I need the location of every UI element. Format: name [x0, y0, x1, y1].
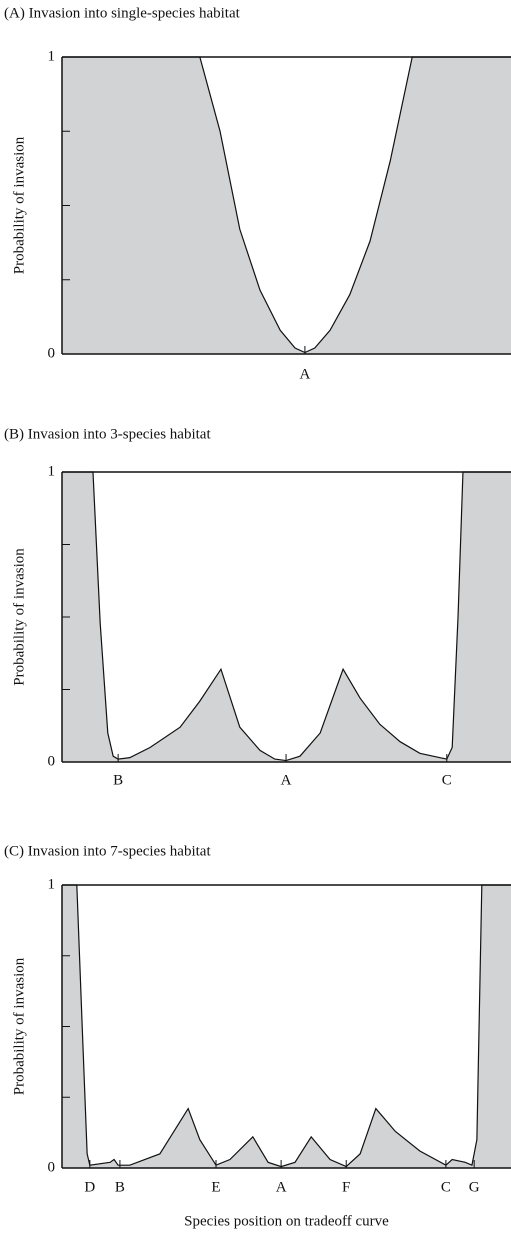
x-tick-label: B: [113, 772, 123, 788]
curve: [62, 884, 511, 1168]
area: [62, 472, 511, 762]
chart-title: (A) Invasion into single-species habitat: [4, 5, 241, 21]
x-tick-label: A: [281, 772, 292, 788]
x-tick-label: F: [342, 1179, 350, 1195]
chart-title: (B) Invasion into 3-species habitat: [4, 426, 211, 442]
x-axis-label: Species position on tradeoff curve: [184, 1213, 389, 1229]
y-tick-label: 0: [48, 345, 56, 361]
x-tick-label: A: [299, 366, 310, 382]
y-tick-label: 1: [48, 876, 56, 892]
y-tick-label: 1: [48, 48, 56, 64]
chart-title: (C) Invasion into 7-species habitat: [4, 843, 211, 859]
x-tick-label: C: [442, 772, 452, 788]
y-axis-label: Probability of invasion: [11, 957, 27, 1095]
x-tick-label: D: [84, 1179, 95, 1195]
y-tick-label: 0: [48, 1159, 56, 1175]
x-tick-label: E: [211, 1179, 220, 1195]
x-tick-label: G: [469, 1179, 480, 1195]
area: [62, 57, 511, 354]
y-axis-label: Probability of invasion: [11, 548, 27, 686]
curve: [62, 471, 511, 762]
y-tick-label: 0: [48, 753, 56, 769]
y-axis-label: Probability of invasion: [11, 136, 27, 274]
x-tick-label: B: [115, 1179, 125, 1195]
x-tick-label: C: [441, 1179, 451, 1195]
y-tick-label: 1: [48, 463, 56, 479]
x-tick-label: A: [276, 1179, 287, 1195]
area: [62, 885, 511, 1168]
